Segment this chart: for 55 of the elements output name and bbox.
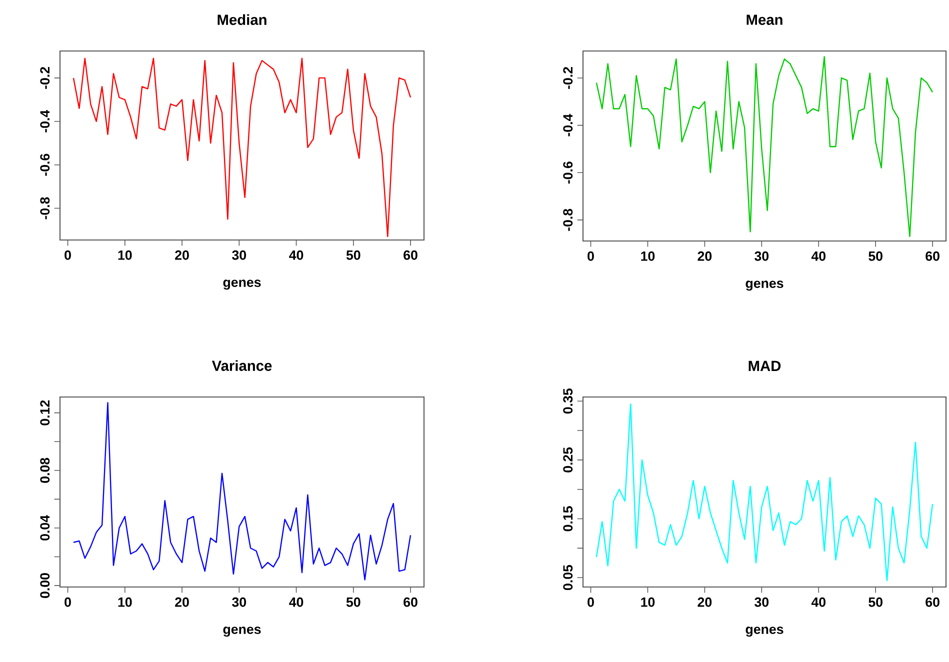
x-tick-label: 30 [754,597,769,607]
x-tick-label: 20 [175,597,189,607]
y-tick-label: -0.6 [40,154,50,176]
x-tick-label: 60 [404,597,418,607]
y-tick-label: -0.8 [40,197,50,220]
y-tick-label: -0.6 [563,162,573,184]
x-tick-label: 40 [811,251,826,261]
x-tick-label: 20 [698,251,712,261]
y-tick-label: -0.4 [40,110,50,132]
line-series [596,403,934,582]
y-tick-label: 0.12 [40,400,50,426]
x-tick-label: 40 [289,250,304,260]
y-tick-label: 0.08 [40,458,50,483]
y-tick-label: 0.05 [563,564,573,590]
y-tick-label: 0.15 [563,506,573,532]
x-tick-label: 50 [868,251,882,261]
x-tick-label: 0 [64,250,71,260]
x-tick-label: 10 [118,597,132,607]
x-tick-label: 0 [64,597,71,607]
x-tick-label: 20 [175,250,189,260]
x-tick-label: 60 [926,251,940,261]
y-tick-label: -0.2 [563,67,573,89]
x-axis-title: genes [746,280,784,291]
x-tick-label: 50 [346,250,360,260]
x-tick-label: 0 [588,597,594,607]
x-tick-label: 10 [118,250,132,260]
x-tick-label: 60 [404,250,418,260]
chart-title: Variance [212,360,272,371]
chart-title: Median [218,14,266,25]
x-axis-title: genes [223,626,261,637]
chart-title: Mean [746,14,782,25]
y-tick-label: -0.2 [40,67,50,89]
x-axis-title: genes [746,626,784,637]
x-tick-label: 10 [641,251,655,261]
x-tick-label: 50 [868,597,882,607]
x-tick-label: 20 [698,597,712,607]
x-tick-label: 30 [232,597,246,607]
x-tick-label: 10 [641,597,655,607]
x-tick-label: 0 [588,251,594,261]
line-series [72,402,412,580]
line-series [72,58,412,238]
x-tick-label: 30 [754,251,769,261]
y-tick-label: -0.8 [563,208,573,231]
chart-title: MAD [748,360,781,371]
y-tick-label: 0.04 [40,515,50,540]
x-tick-label: 40 [811,597,826,607]
y-tick-label: -0.4 [563,114,573,136]
x-tick-label: 30 [232,250,246,260]
x-tick-label: 50 [346,597,360,607]
y-tick-label: 0.25 [563,447,573,472]
y-tick-label: 0.35 [563,388,573,414]
y-tick-label: 0.00 [40,573,50,598]
x-axis-title: genes [223,280,261,290]
x-tick-label: 40 [289,597,304,607]
x-tick-label: 60 [926,597,940,607]
